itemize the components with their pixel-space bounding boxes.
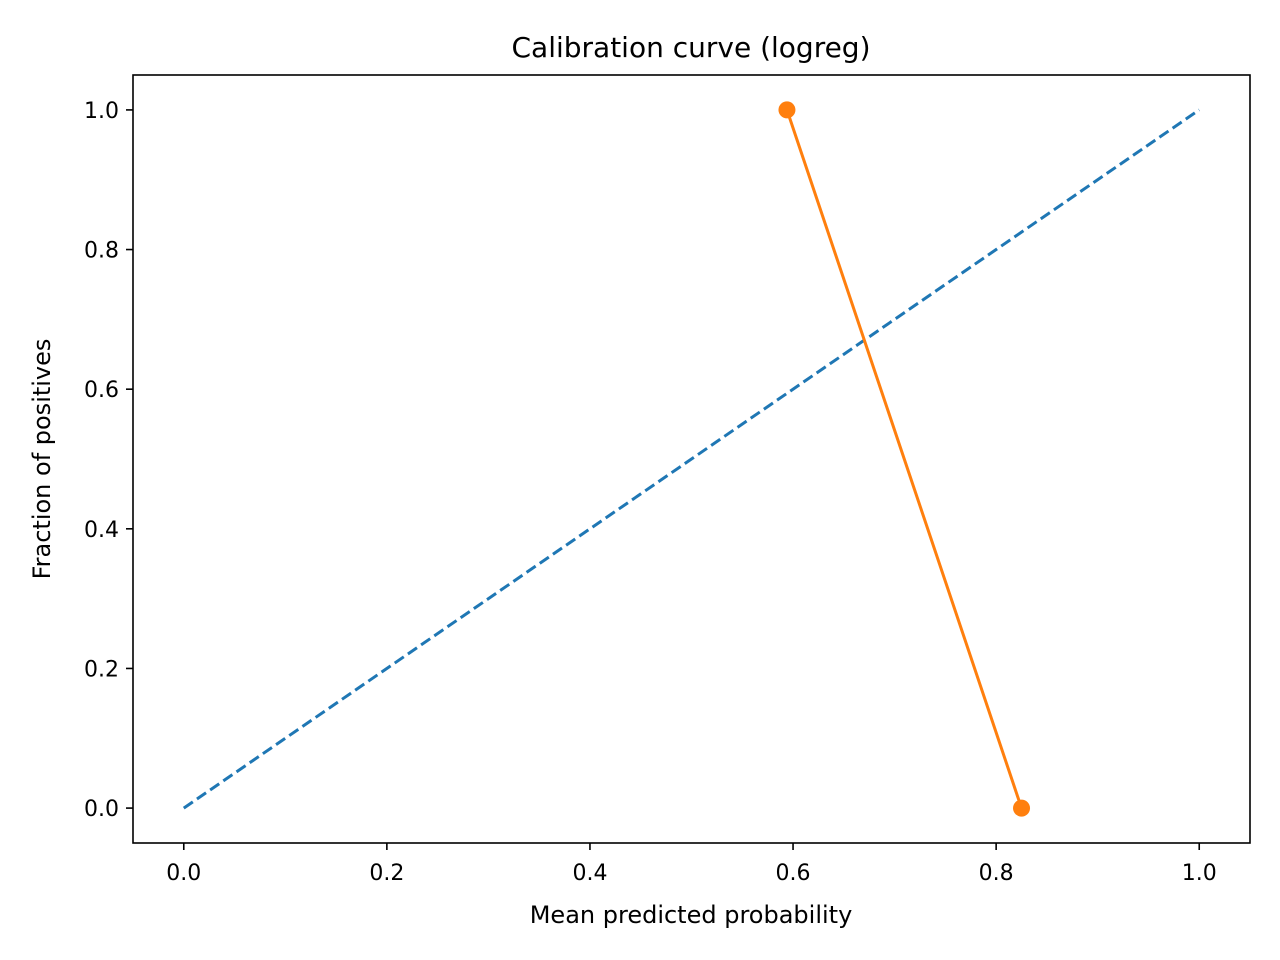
x-tick-label: 0.2 xyxy=(369,861,404,886)
data-point-logreg xyxy=(778,101,796,119)
x-tick-label: 0.4 xyxy=(572,861,607,886)
chart-title: Calibration curve (logreg) xyxy=(511,31,870,64)
series-line-logreg xyxy=(785,109,1023,809)
y-tick-label: 0.8 xyxy=(84,239,119,264)
series-line-perfectly-calibrated xyxy=(182,108,1201,810)
y-tick-label: 0.0 xyxy=(84,797,119,822)
plot-frame xyxy=(132,74,1251,844)
ticks-layer: 0.0 0.2 0.4 0.6 0.8 1.0 0.0 0.2 0.4 0.6 0.8 1.0 xyxy=(84,99,1217,886)
y-tick-label: 0.4 xyxy=(84,518,119,543)
series-layer xyxy=(182,101,1201,817)
y-axis-label: Fraction of positives xyxy=(28,339,56,580)
x-tick-label: 0.8 xyxy=(979,861,1014,886)
y-tick-label: 1.0 xyxy=(84,99,119,124)
x-tick-label: 0.0 xyxy=(166,861,201,886)
x-tick-label: 0.6 xyxy=(776,861,811,886)
x-axis-label: Mean predicted probability xyxy=(530,901,853,929)
data-point-logreg xyxy=(1013,799,1031,817)
y-tick-label: 0.2 xyxy=(84,657,119,682)
y-tick-label: 0.6 xyxy=(84,378,119,403)
x-tick-label: 1.0 xyxy=(1182,861,1217,886)
